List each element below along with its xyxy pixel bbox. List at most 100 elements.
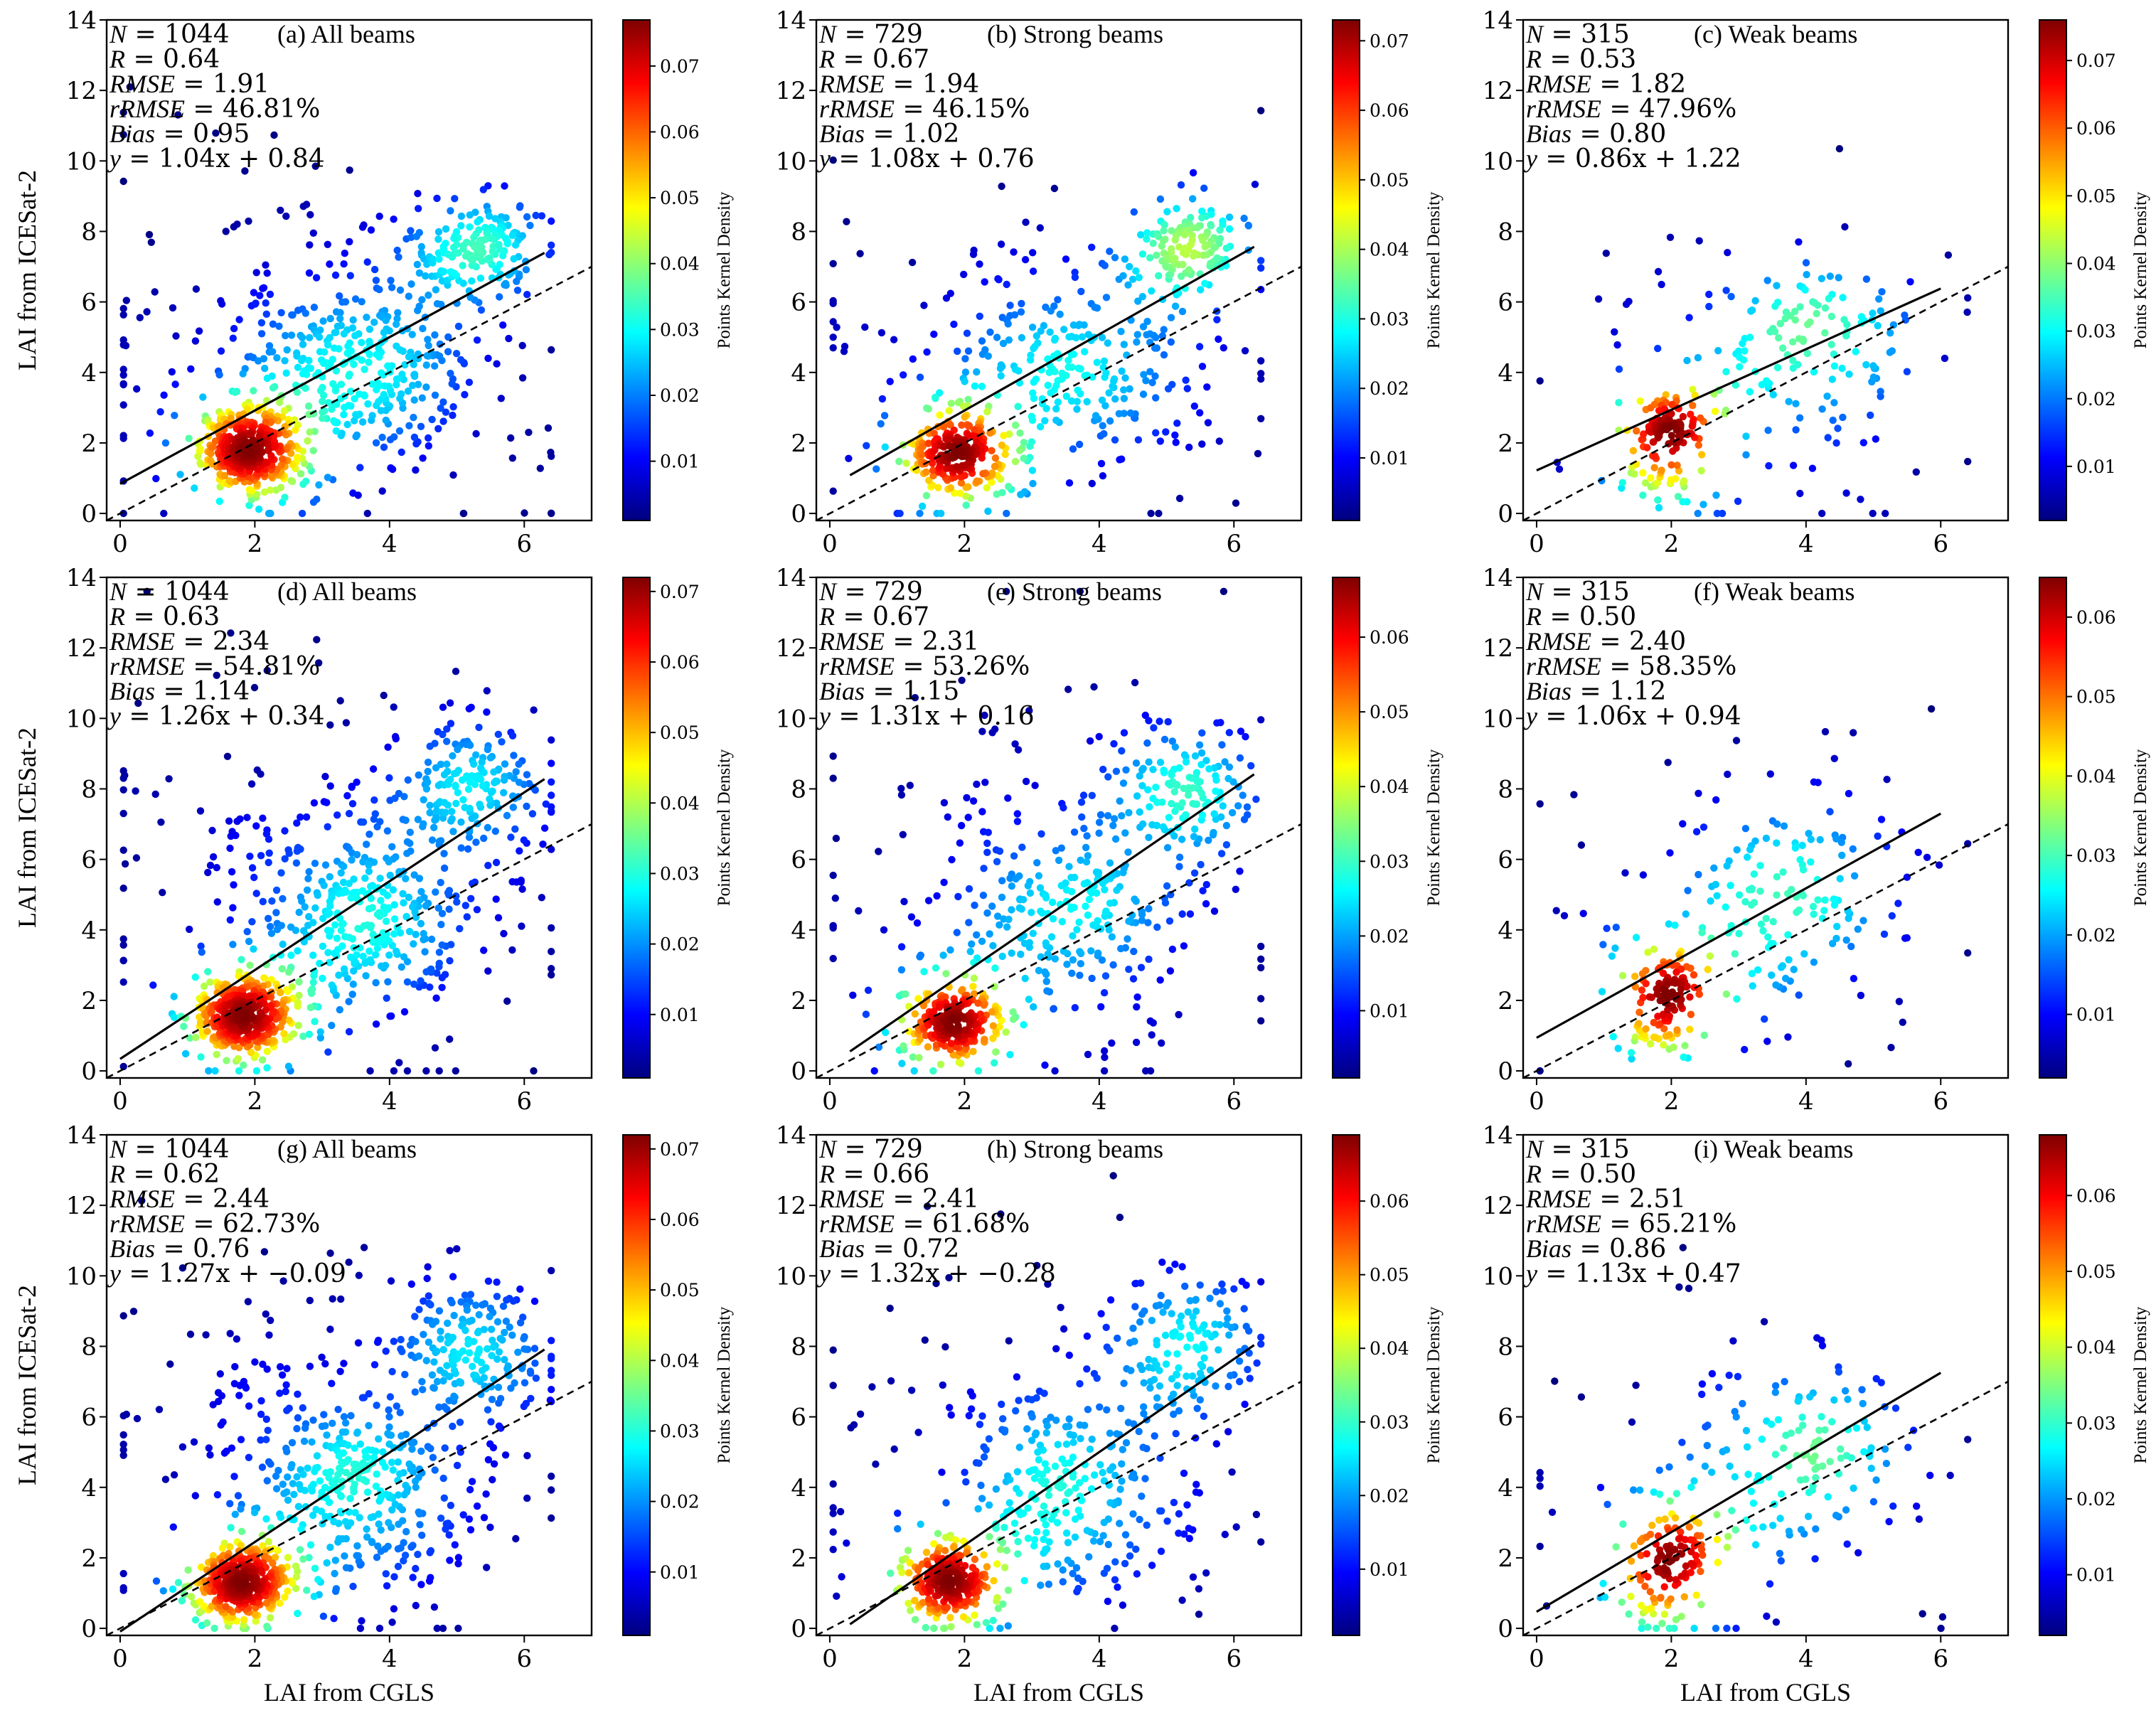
scatter-point: [449, 411, 457, 420]
scatter-point: [341, 298, 350, 306]
scatter-point: [374, 379, 382, 388]
scatter-point: [983, 848, 991, 857]
scatter-point: [422, 361, 430, 369]
scatter-point: [965, 885, 973, 893]
scatter-point: [283, 1364, 291, 1372]
scatter-point: [280, 1030, 288, 1037]
scatter-point: [548, 1266, 555, 1275]
scatter-point: [1631, 973, 1639, 981]
x-tick-label: 0: [822, 530, 838, 558]
scatter-point: [548, 1386, 555, 1394]
scatter-point: [451, 195, 459, 203]
scatter-point: [897, 784, 905, 793]
scatter-point: [1101, 886, 1109, 894]
scatter-point: [1647, 428, 1655, 436]
scatter-point: [122, 341, 130, 350]
scatter-point: [1778, 344, 1787, 352]
scatter-point: [289, 311, 297, 319]
scatter-point: [1631, 1033, 1640, 1041]
scatter-point: [1845, 789, 1853, 798]
scatter-point: [326, 909, 333, 917]
scatter-point: [440, 267, 448, 276]
scatter-point: [282, 1387, 289, 1396]
scatter-point: [486, 754, 495, 762]
scatter-point: [426, 983, 434, 991]
scatter-point: [302, 477, 310, 485]
scatter-point: [425, 1338, 433, 1346]
scatter-point: [454, 1624, 462, 1633]
scatter-point: [1069, 956, 1077, 964]
scatter-point: [331, 387, 340, 395]
scatter-point: [1098, 333, 1106, 341]
stat-value: = 1044: [127, 20, 230, 49]
scatter-point: [1744, 853, 1751, 861]
scatter-point: [159, 889, 166, 897]
scatter-point: [1110, 815, 1119, 823]
scatter-point: [970, 990, 978, 998]
scatter-point: [345, 372, 353, 380]
scatter-point: [268, 897, 276, 905]
scatter-point: [1577, 841, 1586, 849]
scatter-point: [1792, 400, 1800, 407]
scatter-point: [980, 1001, 988, 1009]
scatter-point: [902, 459, 910, 467]
scatter-point: [983, 484, 991, 492]
scatter-point: [500, 789, 508, 797]
scatter-point: [1887, 1044, 1895, 1052]
stat-line: y = 1.04x + 0.84: [107, 144, 325, 173]
scatter-point: [370, 319, 378, 326]
scatter-point: [958, 421, 966, 429]
scatter-point: [981, 711, 988, 720]
scatter-point: [414, 380, 422, 388]
scatter-point: [1644, 949, 1652, 956]
scatter-point: [548, 1337, 555, 1345]
x-tick-label: 6: [516, 530, 532, 558]
scatter-point: [1750, 899, 1759, 907]
panel-title: (e) Strong beams: [987, 577, 1162, 606]
scatter-point: [463, 913, 471, 921]
scatter-point: [1767, 939, 1775, 948]
scatter-point: [419, 454, 427, 462]
scatter-point: [368, 1537, 376, 1546]
scatter-point: [425, 434, 432, 442]
scatter-point: [958, 987, 966, 995]
scatter-point: [1771, 328, 1779, 336]
stat-name: R: [109, 602, 125, 631]
stat-line: N = 729: [818, 577, 923, 607]
scatter-point: [342, 888, 350, 896]
scatter-point: [490, 1460, 498, 1468]
scatter-point: [420, 936, 427, 944]
scatter-point: [1100, 989, 1109, 997]
scatter-point: [1017, 950, 1025, 958]
scatter-point: [899, 831, 907, 839]
scatter-point: [490, 768, 498, 776]
scatter-point: [1115, 410, 1124, 417]
scatter-point: [1028, 909, 1035, 917]
scatter-point: [444, 889, 452, 897]
scatter-point: [829, 344, 837, 352]
scatter-point: [1041, 417, 1049, 424]
scatter-point: [1187, 213, 1195, 222]
scatter-point: [999, 339, 1008, 348]
scatter-point: [1093, 304, 1101, 312]
scatter-point: [132, 854, 141, 862]
scatter-point: [454, 745, 461, 754]
scatter-point: [1232, 499, 1240, 507]
scatter-point: [229, 941, 237, 949]
colorbar-label: Points Kernel Density: [1424, 191, 1443, 348]
scatter-point: [293, 388, 301, 396]
scatter-point: [523, 771, 531, 779]
scatter-point: [1051, 955, 1060, 963]
scatter-point: [969, 1047, 977, 1056]
scatter-point: [412, 466, 420, 474]
scatter-point: [1087, 947, 1095, 955]
scatter-point: [1845, 370, 1853, 378]
scatter-point: [190, 1438, 198, 1446]
scatter-point: [308, 1438, 316, 1446]
scatter-point: [319, 391, 328, 400]
scatter-point: [1143, 331, 1151, 338]
scatter-point: [465, 1515, 474, 1523]
scatter-point: [129, 1308, 138, 1315]
scatter-point: [311, 904, 319, 912]
scatter-point: [1044, 355, 1052, 363]
